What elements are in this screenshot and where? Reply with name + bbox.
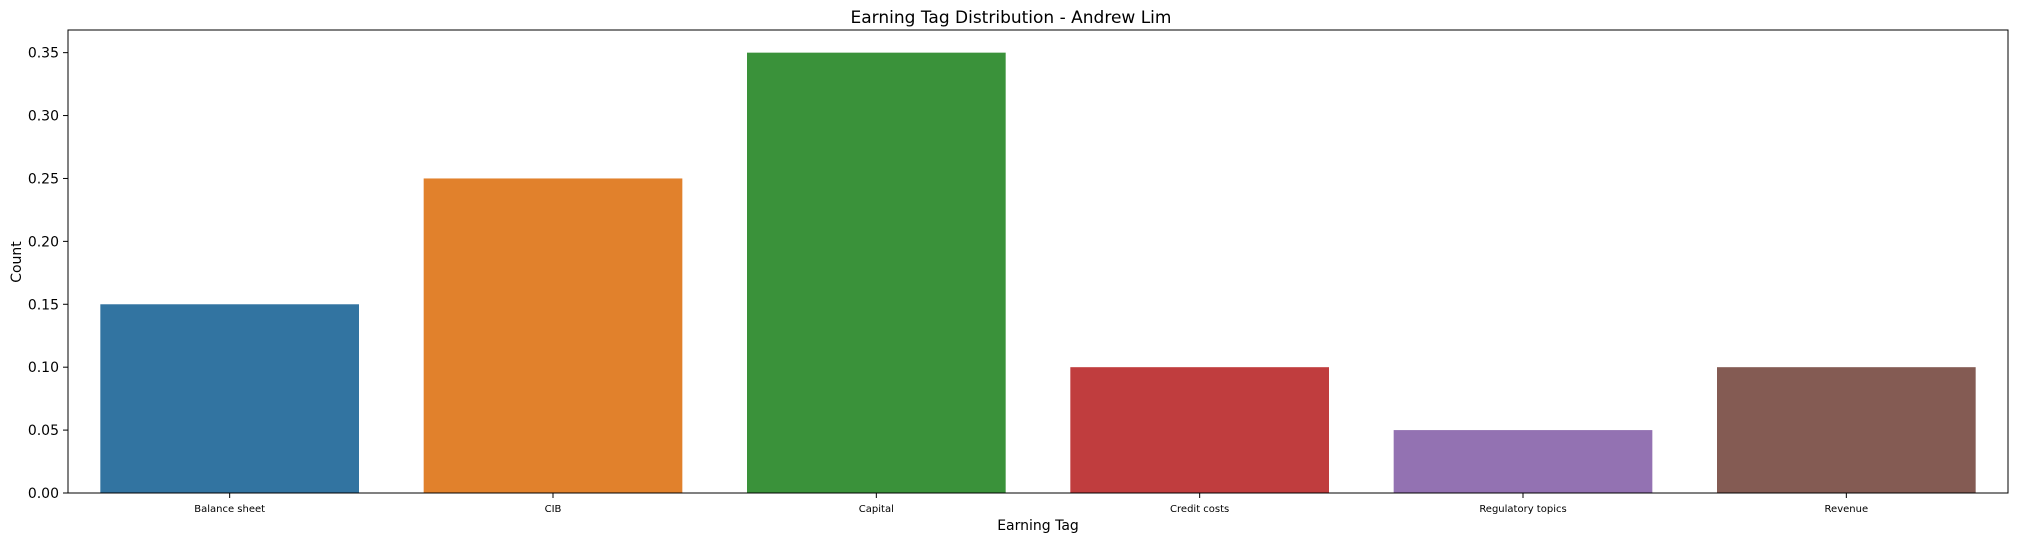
bar-capital (747, 52, 1006, 494)
x-tick-label: Regulatory topics (1479, 504, 1566, 515)
bar-cib (423, 178, 683, 493)
bar-regulatory-topics (1393, 430, 1653, 493)
x-tick-label: CIB (545, 504, 562, 515)
y-tick-label: 0.20 (28, 234, 59, 250)
bar-credit-costs (1070, 367, 1329, 493)
bar-revenue (1717, 367, 1976, 493)
x-tick-label: Credit costs (1170, 504, 1229, 515)
x-axis: Balance sheet CIB Capital Credit costs Regul… (194, 493, 1868, 515)
y-tick-label: 0.25 (28, 171, 59, 187)
y-tick-label: 0.10 (28, 360, 59, 376)
y-axis: 0.00 0.05 0.10 0.15 0.20 0.25 0.30 0.35 (28, 46, 68, 502)
x-tick-label: Balance sheet (194, 504, 265, 515)
y-tick-label: 0.15 (28, 297, 59, 313)
bar-balance-sheet (100, 304, 359, 493)
y-tick-label: 0.00 (28, 486, 59, 502)
x-tick-label: Revenue (1825, 504, 1869, 515)
y-axis-label: Count (9, 241, 25, 283)
y-tick-label: 0.30 (28, 109, 59, 125)
plot-frame (67, 29, 2009, 494)
x-axis-label: Earning Tag (997, 518, 1079, 534)
chart-title: Earning Tag Distribution - Andrew Lim (851, 8, 1172, 28)
y-tick-label: 0.35 (28, 46, 59, 62)
bars-layer (100, 52, 1976, 494)
x-tick-label: Capital (859, 504, 894, 515)
y-tick-label: 0.05 (28, 423, 59, 439)
